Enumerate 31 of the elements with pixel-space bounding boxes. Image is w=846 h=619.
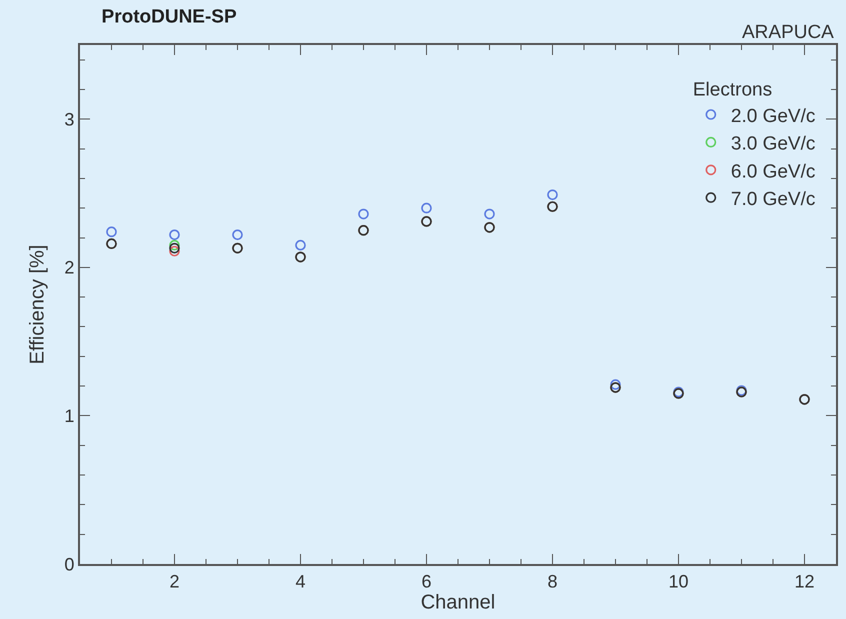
legend-label: 2.0 GeV/c	[730, 106, 816, 127]
point	[106, 226, 117, 238]
point	[295, 240, 306, 250]
y-tick-label: 0	[64, 554, 74, 574]
point	[169, 246, 180, 256]
x-tick-label: 12	[794, 572, 815, 592]
legend-label: 6.0 GeV/c	[730, 161, 816, 182]
legend-title: Electrons	[692, 80, 772, 101]
point	[610, 379, 621, 390]
x-tick-label: 4	[295, 572, 306, 592]
y-tick-label: 3	[64, 109, 74, 130]
point	[547, 189, 558, 200]
y-axis-title: Efficiency [%]	[26, 244, 48, 364]
x-tick-label: 8	[547, 572, 558, 592]
point	[484, 208, 495, 220]
y-tick-label: 1	[64, 406, 74, 426]
point	[169, 242, 180, 254]
legend-label: 7.0 GeV/c	[730, 189, 816, 210]
y-tick-label: 2	[64, 258, 74, 278]
point	[358, 208, 369, 220]
x-tick-label: 6	[421, 572, 432, 592]
x-axis-title: Channel	[420, 592, 496, 614]
x-tick-label: 2	[169, 572, 180, 592]
point	[421, 202, 432, 214]
chart-title: ProtoDUNE-SP	[102, 6, 237, 28]
text: ARAPUCA	[742, 22, 834, 43]
point	[232, 230, 243, 240]
x-tick-label: 10	[668, 572, 689, 592]
point	[169, 240, 180, 250]
legend-label: 3.0 GeV/c	[730, 134, 816, 155]
point	[169, 230, 180, 240]
